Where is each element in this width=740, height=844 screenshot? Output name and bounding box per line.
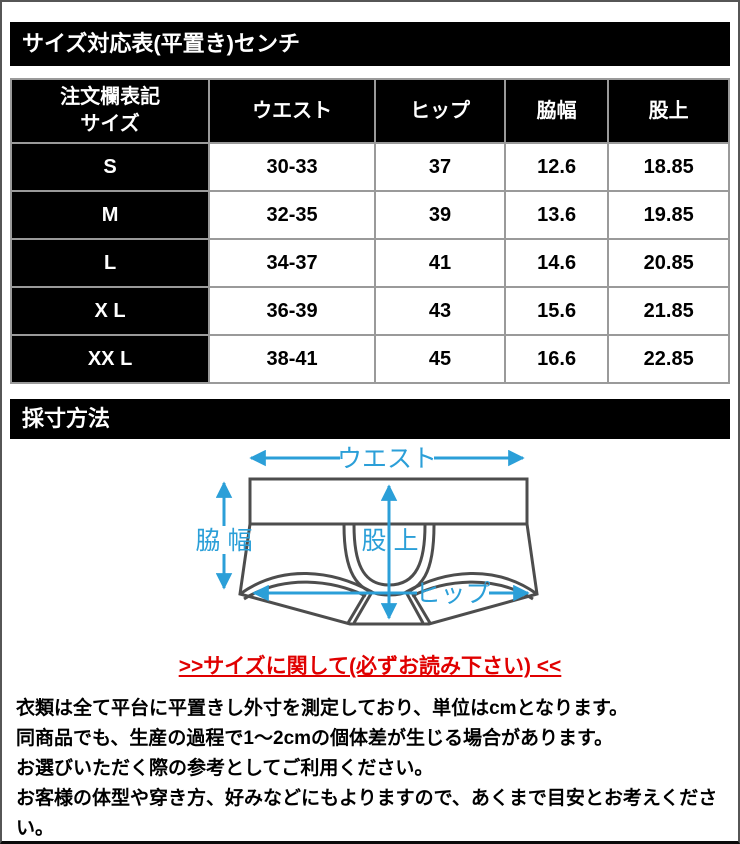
side-width-value: 15.6 — [503, 286, 610, 336]
side-width-value: 13.6 — [503, 190, 610, 240]
side-width-value: 12.6 — [503, 142, 610, 192]
header-order-size: 注文欄表記 サイズ — [9, 78, 211, 144]
side-width-label: 脇 幅 — [196, 527, 253, 555]
hip-dimension-arrow: ヒップ — [252, 580, 530, 608]
note-line: 衣類は全て平台に平置きし外寸を測定しており、単位はcmとなります。 — [16, 698, 629, 719]
header-rise: 股上 — [607, 78, 730, 144]
waist-value: 38-41 — [208, 334, 376, 384]
table-row-xl: X L 36-39 43 15.6 21.85 — [9, 286, 730, 336]
measurement-section-title: 採寸方法 — [10, 399, 730, 439]
header-waist: ウエスト — [208, 78, 376, 144]
size-label: X L — [9, 286, 211, 336]
size-label: L — [9, 238, 211, 288]
table-row-xxl: XX L 38-41 45 16.6 22.85 — [9, 334, 730, 384]
waist-value: 32-35 — [208, 190, 376, 240]
rise-value: 22.85 — [607, 334, 730, 384]
rise-value: 18.85 — [607, 142, 730, 192]
size-link-row: >>サイズに関して(必ずお読み下さい) << — [2, 650, 738, 680]
rise-label: 股 上 — [362, 527, 419, 555]
hip-label: ヒップ — [415, 580, 490, 608]
rise-value: 21.85 — [607, 286, 730, 336]
measurement-notes: 衣類は全て平台に平置きし外寸を測定しており、単位はcmとなります。 同商品でも、… — [16, 694, 726, 841]
table-row-l: L 34-37 41 14.6 20.85 — [9, 238, 730, 288]
rise-value: 20.85 — [607, 238, 730, 288]
size-label: XX L — [9, 334, 211, 384]
hip-value: 45 — [374, 334, 506, 384]
size-table: 注文欄表記 サイズ ウエスト ヒップ 脇幅 股上 S 30-33 37 12.6… — [9, 78, 730, 384]
hip-value: 37 — [374, 142, 506, 192]
waist-value: 36-39 — [208, 286, 376, 336]
waist-value: 34-37 — [208, 238, 376, 288]
side-width-value: 16.6 — [503, 334, 610, 384]
hip-value: 41 — [374, 238, 506, 288]
table-row-s: S 30-33 37 12.6 18.85 — [9, 142, 730, 192]
underwear-measurement-diagram: ウエスト 脇 幅 股 上 ヒップ — [196, 445, 539, 626]
waist-dimension-arrow: ウエスト — [249, 445, 525, 473]
size-label: M — [9, 190, 211, 240]
note-line: 同商品でも、生産の過程で1〜2cmの個体差が生じる場合があります。 — [16, 728, 614, 749]
waist-value: 30-33 — [208, 142, 376, 192]
table-row-m: M 32-35 39 13.6 19.85 — [9, 190, 730, 240]
hip-value: 43 — [374, 286, 506, 336]
side-width-dimension-arrow: 脇 幅 — [196, 481, 253, 590]
note-line: お選びいただく際の参考としてご利用ください。 — [16, 758, 434, 779]
side-width-value: 14.6 — [503, 238, 610, 288]
header-side-width: 脇幅 — [503, 78, 610, 144]
size-label: S — [9, 142, 211, 192]
note-line: お客様の体型や穿き方、好みなどにもよりますので、あくまで目安とお考えください。 — [16, 788, 718, 839]
size-info-link[interactable]: >>サイズに関して(必ずお読み下さい) << — [178, 655, 562, 678]
hip-value: 39 — [374, 190, 506, 240]
waist-label: ウエスト — [337, 445, 437, 473]
rise-dimension-arrow: 股 上 — [362, 484, 419, 620]
size-table-header-row: 注文欄表記 サイズ ウエスト ヒップ 脇幅 股上 — [9, 78, 730, 144]
size-table-section-title: サイズ対応表(平置き)センチ — [10, 22, 730, 66]
rise-value: 19.85 — [607, 190, 730, 240]
header-hip: ヒップ — [374, 78, 506, 144]
